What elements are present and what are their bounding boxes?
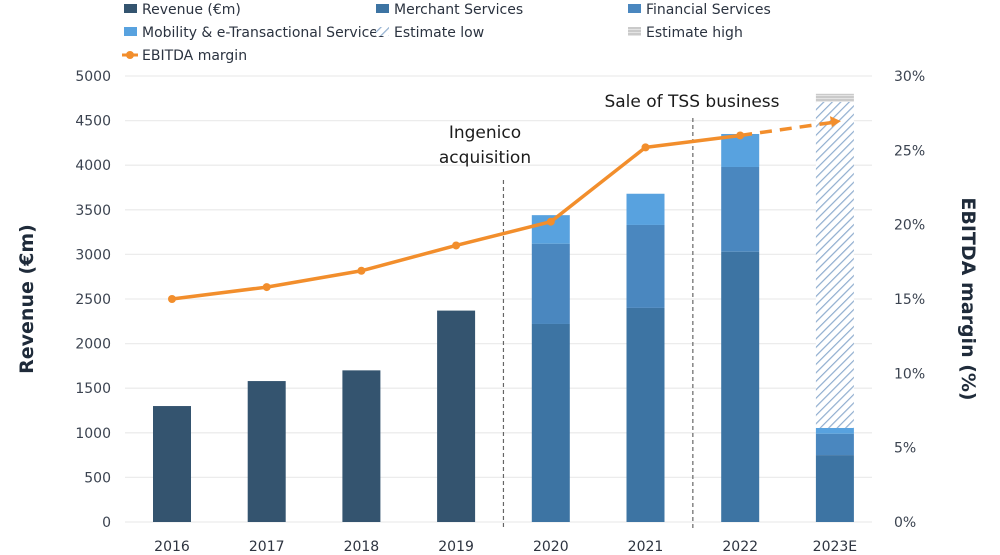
- legend-swatch: [376, 4, 389, 13]
- bar-financial-services: [815, 433, 854, 456]
- bar-estimate-low: [815, 101, 854, 428]
- bar-merchant-services: [721, 251, 760, 522]
- y-tick-label: 3000: [75, 247, 111, 263]
- legend-swatch: [628, 27, 641, 36]
- bar-merchant-services: [815, 455, 854, 522]
- legend-swatch: [124, 4, 137, 13]
- ebitda-point: [452, 241, 461, 250]
- y-axis-title: Revenue (€m): [16, 224, 38, 374]
- y-tick-label: 1500: [75, 381, 111, 397]
- annotations: Ingenico acquisition Sale of TSS business: [439, 92, 780, 168]
- x-tick-label: 2017: [249, 539, 285, 555]
- x-tick-label: 2016: [154, 539, 190, 555]
- y-tick-label: 1000: [75, 426, 111, 442]
- ebitda-point: [736, 131, 745, 140]
- y-axis-left: 0 500 1000 1500 2000 2500 3000 3500 4000 4500 5000: [75, 69, 111, 531]
- y2-tick-label: 15%: [894, 292, 925, 308]
- bar-merchant-services: [531, 323, 570, 522]
- legend-label: Financial Services: [646, 2, 771, 18]
- y2-tick-label: 25%: [894, 143, 925, 159]
- annotation-text: Ingenico: [449, 123, 521, 143]
- legend-swatch: [124, 27, 137, 36]
- x-tick-label: 2020: [533, 539, 569, 555]
- legend-swatch: [628, 4, 641, 13]
- x-tick-label: 2019: [438, 539, 474, 555]
- ebitda-point: [357, 266, 366, 275]
- bars: [153, 93, 854, 522]
- y-axis-right: 0% 5% 10% 15% 20% 25% 30%: [894, 69, 925, 531]
- x-tick-label: 2023E: [813, 539, 857, 555]
- ebitda-point: [546, 217, 555, 226]
- bar-estimate-high: [815, 93, 854, 102]
- y2-axis-title: EBITDA margin (%): [957, 197, 979, 400]
- y2-tick-label: 5%: [894, 441, 916, 457]
- ebitda-point: [168, 295, 176, 303]
- legend-label: Estimate low: [394, 25, 484, 41]
- bar-mobility-e-transactional-services: [626, 193, 665, 225]
- bar-financial-services: [531, 243, 570, 324]
- y-tick-label: 0: [102, 515, 111, 531]
- annotation-text: acquisition: [439, 148, 531, 168]
- y2-tick-label: 30%: [894, 69, 925, 85]
- bar-merchant-services: [626, 307, 665, 522]
- y2-tick-label: 20%: [894, 218, 925, 234]
- legend-label: Revenue (€m): [142, 2, 241, 18]
- bar-financial-services: [626, 224, 665, 308]
- bar-financial-services: [721, 166, 760, 252]
- x-tick-label: 2022: [722, 539, 758, 555]
- bar-mobility-e-transactional-services: [721, 133, 760, 167]
- legend-swatch: [376, 27, 389, 36]
- legend-label: Merchant Services: [394, 2, 523, 18]
- ebitda-arrowhead: [829, 116, 841, 128]
- x-tick-label: 2018: [344, 539, 380, 555]
- y-tick-label: 5000: [75, 69, 111, 85]
- y-tick-label: 3500: [75, 203, 111, 219]
- y-tick-label: 2000: [75, 337, 111, 353]
- bar-revenue-m: [437, 310, 476, 522]
- y-tick-label: 4500: [75, 114, 111, 130]
- x-tick-label: 2021: [628, 539, 664, 555]
- y-tick-label: 2500: [75, 292, 111, 308]
- x-axis: 2016 2017 2018 2019 2020 2021 2022 2023E: [154, 539, 857, 555]
- ebitda-point: [262, 283, 271, 292]
- ebitda-line-dashed: [739, 120, 836, 138]
- legend-swatch-marker: [126, 51, 134, 59]
- y-tick-label: 500: [84, 470, 111, 486]
- legend-label: Mobility & e-Transactional Services: [142, 25, 385, 41]
- annotation-text: Sale of TSS business: [604, 92, 779, 112]
- legend-label: EBITDA margin: [142, 48, 247, 64]
- y2-tick-label: 10%: [894, 366, 925, 382]
- bar-revenue-m: [342, 370, 381, 522]
- bar-revenue-m: [153, 406, 191, 522]
- ebitda-line: [168, 116, 841, 303]
- y2-tick-label: 0%: [894, 515, 916, 531]
- legend: Revenue (€m) Merchant Services Financial S…: [122, 2, 771, 64]
- legend-label: Estimate high: [646, 25, 743, 41]
- y-tick-label: 4000: [75, 158, 111, 174]
- ebitda-point: [641, 143, 650, 152]
- event-dividers: [502, 118, 694, 530]
- bar-mobility-e-transactional-services: [815, 427, 854, 434]
- bar-revenue-m: [247, 381, 286, 522]
